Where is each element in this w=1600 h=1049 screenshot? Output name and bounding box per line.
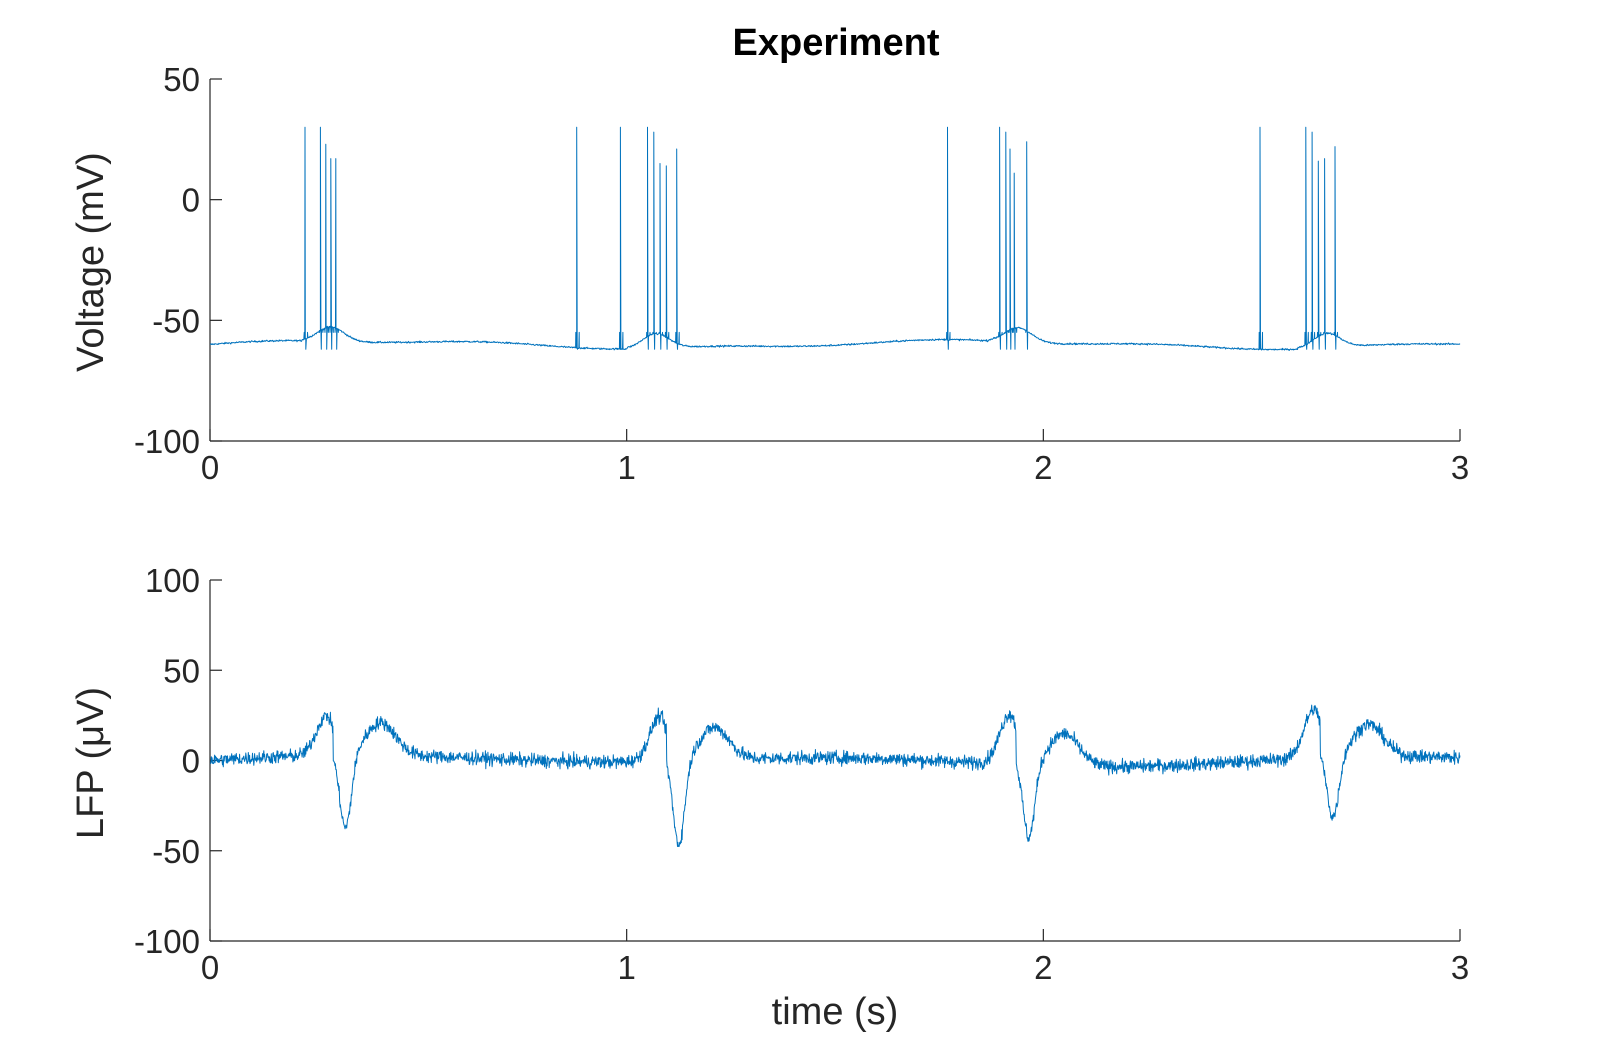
y-axis-label: LFP (μV): [70, 687, 112, 839]
lfp-trace: [209, 704, 1461, 847]
y-tick-label: -100: [134, 423, 200, 460]
y-axis-label: Voltage (mV): [70, 152, 112, 372]
x-tick-label: 3: [1451, 949, 1469, 986]
y-tick-label: -100: [134, 923, 200, 960]
x-axis-label: time (s): [772, 991, 899, 1033]
voltage-panel: Experiment Voltage (mV) 0 1 2 3 -100 -50 0 50: [70, 22, 1469, 486]
y-tick-label: 100: [145, 562, 200, 599]
voltage-trace: [209, 126, 1461, 351]
y-tick-label: 0: [182, 743, 200, 780]
y-tick-label: -50: [152, 833, 200, 870]
y-tick-label: 50: [163, 652, 200, 689]
x-tick-label: 1: [617, 449, 635, 486]
y-tick-label: 50: [163, 61, 200, 98]
x-tick-label: 3: [1451, 449, 1469, 486]
y-tick-label: 0: [182, 182, 200, 219]
x-tick-label: 0: [201, 949, 219, 986]
x-tick-label: 0: [201, 449, 219, 486]
x-tick-label: 1: [617, 949, 635, 986]
x-tick-label: 2: [1034, 449, 1052, 486]
axis-ticks: 0 1 2 3 -100 -50 0 50 100: [134, 562, 1469, 986]
chart-title: Experiment: [733, 22, 940, 64]
axis-ticks: 0 1 2 3 -100 -50 0 50: [134, 61, 1469, 486]
x-tick-label: 2: [1034, 949, 1052, 986]
lfp-panel: LFP (μV) 0 1 2 3 -100 -50 0 50 100 time (s): [70, 562, 1469, 1033]
y-tick-label: -50: [152, 302, 200, 339]
